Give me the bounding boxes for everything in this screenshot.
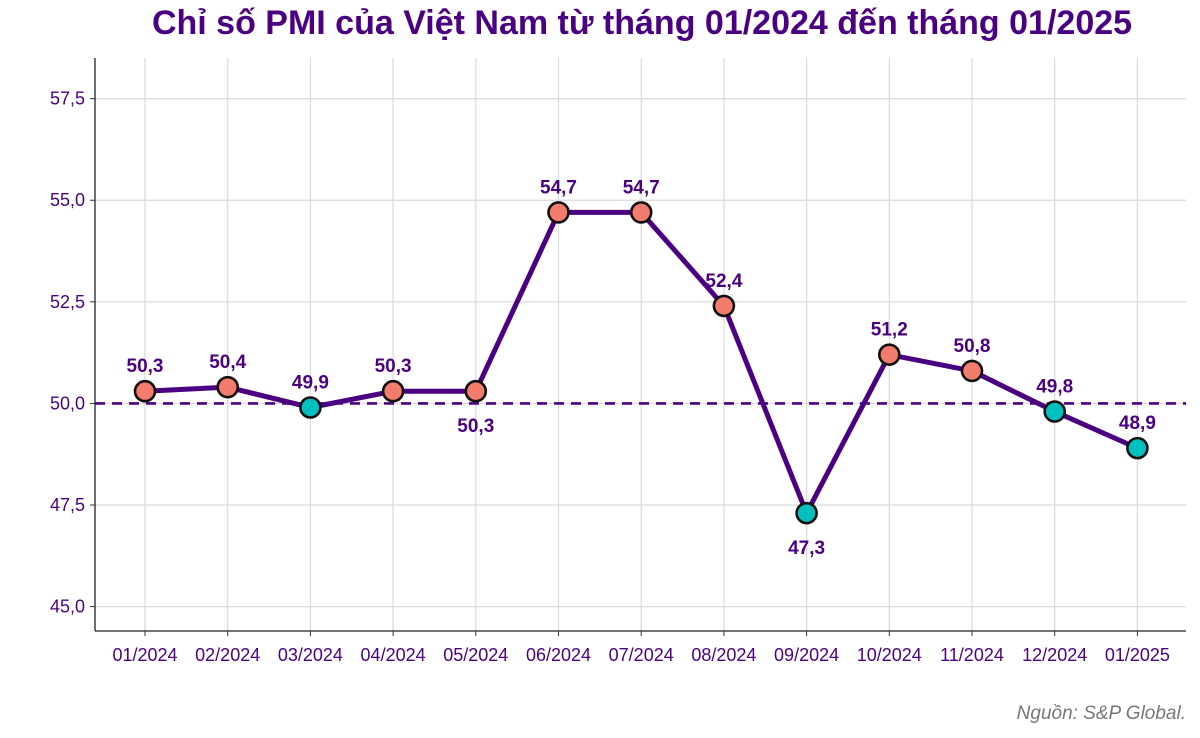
y-tick-label: 52,5 <box>50 292 85 312</box>
data-point <box>629 201 653 224</box>
data-point <box>712 294 736 318</box>
y-tick-label: 47,5 <box>50 495 85 515</box>
x-tick-label: 11/2024 <box>940 645 1004 665</box>
data-point <box>216 375 239 399</box>
x-tick-label: 04/2024 <box>361 645 426 665</box>
data-point <box>1126 436 1149 460</box>
data-label: 50,3 <box>457 416 494 437</box>
x-tick-label: 12/2024 <box>1022 645 1087 665</box>
data-labels: 50,3 50,4 49,9 50,3 50,3 54,7 54,7 52,4 47,3 51,2… <box>127 177 1156 559</box>
data-label: 50,3 <box>127 356 164 377</box>
data-label: 50,3 <box>375 356 412 377</box>
x-tick-label: 01/2024 <box>112 645 177 665</box>
grid-lines <box>95 58 1186 631</box>
data-label: 50,8 <box>954 336 991 357</box>
x-tick-label: 03/2024 <box>278 645 343 665</box>
y-tick-label: 55,0 <box>50 190 85 210</box>
chart-title: Chỉ số PMI của Việt Nam từ tháng 01/2024… <box>151 4 1133 42</box>
data-point <box>960 359 984 383</box>
y-tick-label: 50,0 <box>50 393 85 413</box>
data-label: 50,4 <box>209 352 246 373</box>
x-tick-label: 02/2024 <box>195 645 260 665</box>
y-tick-label: 57,5 <box>50 89 85 109</box>
pmi-series <box>95 201 1186 525</box>
data-point <box>133 379 157 403</box>
data-label: 48,9 <box>1119 413 1156 434</box>
x-tick-label: 05/2024 <box>443 645 508 665</box>
x-tick-label: 06/2024 <box>526 645 591 665</box>
data-label: 49,8 <box>1036 377 1073 398</box>
x-tick-label: 07/2024 <box>609 645 674 665</box>
axes: 45,0 47,5 50,0 52,5 55,0 57,5 01/2024 02/2024 03… <box>50 58 1186 665</box>
data-point <box>877 343 901 366</box>
data-label: 54,7 <box>623 177 660 198</box>
data-point <box>1043 400 1066 423</box>
x-tick-label: 08/2024 <box>691 645 756 665</box>
x-tick-label: 10/2024 <box>857 645 922 665</box>
data-point <box>547 201 570 224</box>
data-point <box>299 396 322 419</box>
source-note: Nguồn: S&P Global. <box>1016 703 1186 724</box>
x-tick-label: 01/2025 <box>1105 645 1170 665</box>
data-label: 54,7 <box>540 177 577 198</box>
x-tick-label: 09/2024 <box>774 645 839 665</box>
data-label: 49,9 <box>292 372 329 393</box>
data-point <box>795 501 818 525</box>
data-label: 52,4 <box>705 271 742 292</box>
data-label: 51,2 <box>871 320 908 341</box>
y-tick-label: 45,0 <box>50 597 85 617</box>
data-point <box>381 379 405 403</box>
data-point <box>464 379 488 403</box>
data-label: 47,3 <box>788 538 825 559</box>
